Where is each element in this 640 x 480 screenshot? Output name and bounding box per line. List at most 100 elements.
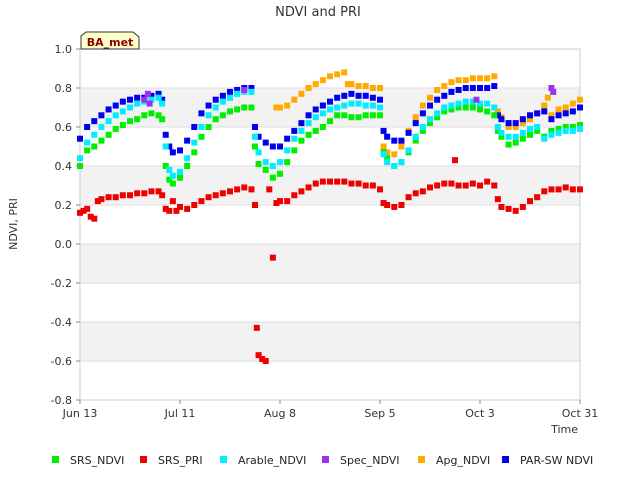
data-point — [494, 124, 501, 130]
data-point — [484, 85, 491, 91]
y-tick-label: 0.6 — [55, 121, 73, 134]
data-point — [327, 106, 333, 113]
data-point — [284, 147, 291, 154]
plot-band — [80, 127, 580, 166]
data-point — [541, 188, 548, 195]
data-point — [298, 188, 305, 195]
data-point — [527, 131, 533, 138]
data-point — [380, 143, 387, 150]
data-point — [127, 96, 133, 103]
data-point — [562, 124, 569, 130]
data-point — [312, 180, 319, 187]
data-point — [166, 166, 173, 173]
data-point — [448, 180, 455, 187]
data-point — [184, 205, 191, 212]
data-point — [505, 133, 512, 140]
data-point — [484, 75, 491, 82]
y-tick-label: -0.8 — [51, 394, 72, 407]
data-point — [434, 86, 441, 93]
data-point — [362, 112, 369, 119]
data-point — [555, 129, 562, 136]
data-point — [277, 104, 283, 111]
data-point — [519, 135, 526, 142]
data-point — [569, 108, 576, 115]
data-point — [177, 147, 183, 154]
data-point — [377, 96, 383, 103]
data-point — [527, 125, 533, 132]
data-point — [252, 124, 258, 130]
data-point — [512, 133, 519, 140]
data-point — [469, 85, 476, 91]
data-point — [427, 94, 433, 101]
data-point — [262, 159, 269, 166]
data-point — [534, 124, 541, 130]
data-point — [391, 203, 398, 210]
data-point — [269, 254, 276, 261]
data-point — [252, 202, 258, 208]
data-point — [334, 104, 341, 111]
data-point — [498, 129, 505, 136]
data-point — [427, 116, 433, 123]
legend-label: SRS_NDVI — [70, 454, 124, 467]
data-point — [519, 120, 526, 127]
data-point — [534, 194, 541, 201]
data-point — [91, 131, 98, 138]
data-point — [562, 104, 569, 111]
data-point — [577, 96, 583, 103]
data-point — [327, 98, 333, 105]
data-point — [219, 190, 226, 197]
data-point — [146, 100, 153, 107]
series-arable-ndvi — [77, 88, 583, 179]
data-point — [205, 124, 212, 130]
data-point — [455, 86, 462, 93]
data-point — [134, 116, 141, 123]
legend-label: Apg_NDVI — [436, 454, 490, 467]
series-apg-ndvi — [273, 69, 583, 158]
y-tick-label: 0.4 — [55, 160, 73, 173]
data-point — [369, 94, 376, 101]
data-point — [255, 352, 262, 359]
series-par-sw-ndvi — [77, 83, 583, 156]
legend-item: SRS_PRI — [140, 454, 203, 467]
data-point — [419, 124, 426, 130]
data-point — [141, 96, 148, 103]
data-point — [162, 205, 169, 212]
legend-label: SRS_PRI — [158, 454, 203, 467]
data-point — [398, 202, 405, 208]
data-point — [134, 94, 141, 101]
data-point — [266, 186, 273, 193]
data-point — [577, 125, 583, 132]
y-tick-label: 0.2 — [55, 199, 73, 212]
data-point — [341, 102, 348, 109]
x-tick-label: Jun 13 — [62, 407, 98, 420]
data-point — [341, 92, 348, 99]
data-point — [441, 104, 448, 111]
data-point — [577, 186, 583, 193]
data-point — [512, 120, 519, 127]
data-point — [169, 180, 176, 187]
data-point — [355, 180, 362, 187]
data-point — [455, 77, 462, 84]
data-point — [412, 190, 419, 197]
data-point — [277, 143, 283, 150]
data-point — [519, 129, 526, 136]
data-point — [141, 190, 148, 197]
data-point — [412, 114, 419, 121]
data-point — [548, 85, 555, 91]
legend-swatch — [322, 456, 329, 463]
y-tick-label: 0.8 — [55, 82, 73, 95]
data-point — [344, 81, 351, 88]
data-point — [305, 112, 312, 119]
data-point — [269, 163, 276, 169]
data-point — [234, 186, 241, 193]
data-point — [491, 104, 498, 111]
data-point — [462, 104, 469, 111]
data-point — [127, 118, 133, 125]
data-point — [398, 137, 405, 144]
plot-background-bands — [80, 49, 580, 400]
legend-item: Arable_NDVI — [220, 454, 306, 467]
data-point — [305, 120, 312, 127]
data-point — [262, 139, 269, 146]
data-point — [119, 108, 126, 115]
legend-label: Spec_NDVI — [340, 454, 400, 467]
